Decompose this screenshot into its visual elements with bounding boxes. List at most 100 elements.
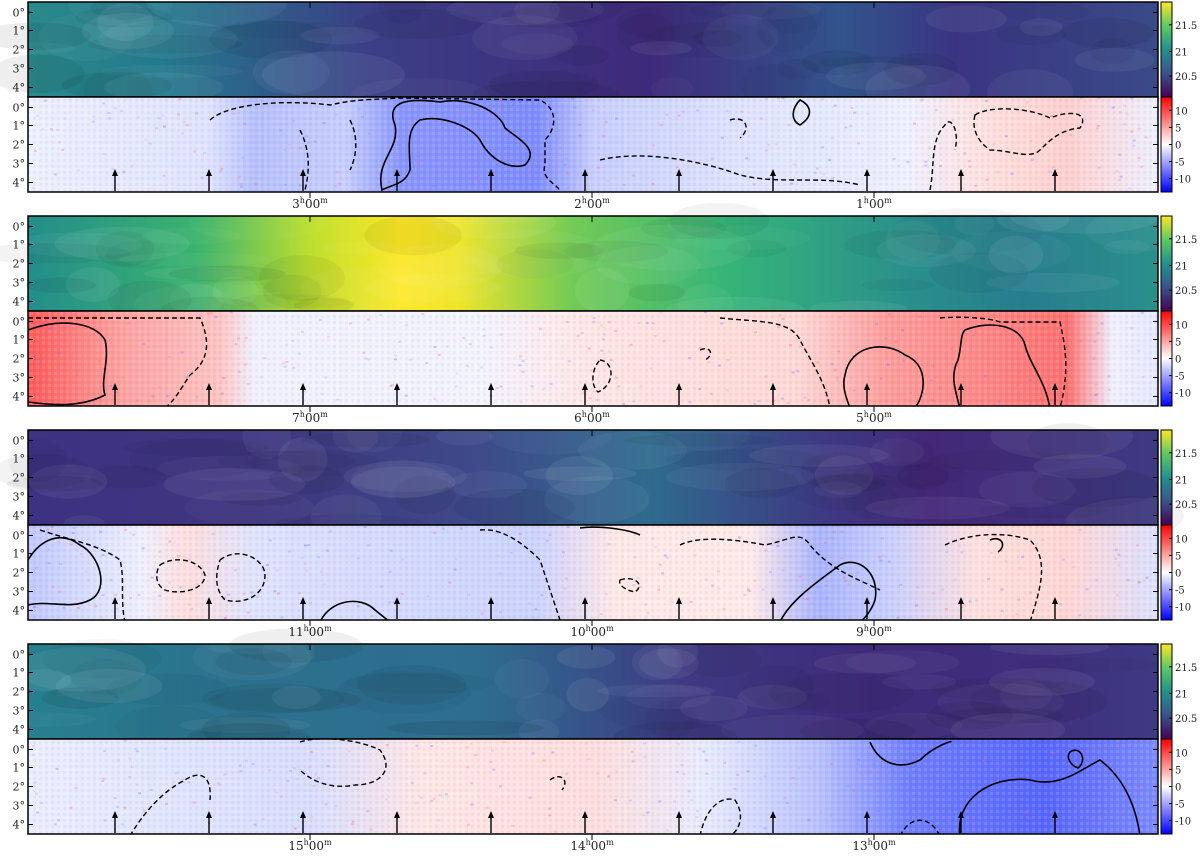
map-texture <box>215 648 292 676</box>
residual-speckle <box>1141 376 1145 379</box>
residual-speckle <box>995 552 999 555</box>
residual-speckle <box>261 569 265 572</box>
residual-speckle <box>55 767 59 770</box>
residual-speckle <box>899 584 903 586</box>
residual-speckle <box>677 743 680 746</box>
residual-speckle <box>135 783 139 786</box>
map-texture <box>996 204 1070 233</box>
map-texture <box>930 677 1064 701</box>
dec-tick-label: 4° <box>13 296 26 309</box>
residual-speckle <box>482 328 486 331</box>
map-texture <box>800 718 916 745</box>
residual-speckle <box>622 402 625 405</box>
residual-speckle <box>288 143 292 146</box>
residual-grain <box>28 525 1158 620</box>
residual-speckle <box>254 183 258 186</box>
map-texture <box>301 431 430 448</box>
map-texture <box>996 24 1067 46</box>
map-texture <box>90 0 153 20</box>
residual-speckle <box>325 549 329 552</box>
residual-speckle <box>394 358 397 361</box>
map-texture <box>977 503 1109 519</box>
residual-speckle <box>564 157 568 160</box>
dashed-contour <box>209 97 561 192</box>
residual-speckle <box>181 132 185 135</box>
residual-speckle <box>48 328 52 331</box>
residual-speckle <box>1044 775 1048 778</box>
residual-speckle <box>807 818 811 821</box>
residual-speckle <box>465 364 469 367</box>
map-texture <box>626 684 712 710</box>
map-texture <box>0 243 131 264</box>
map-texture <box>55 669 163 703</box>
ra-tick-label: 9h00m <box>856 624 892 639</box>
residual-speckle <box>53 823 57 826</box>
residual-speckle <box>1111 106 1115 109</box>
colorbar-column-density <box>1160 1 1173 98</box>
residual-speckle <box>548 533 552 536</box>
residual-speckle <box>1094 766 1098 769</box>
solid-contour <box>320 600 389 620</box>
residual-speckle <box>643 603 647 606</box>
residual-speckle <box>746 588 750 591</box>
residual-speckle <box>298 184 302 187</box>
residual-speckle <box>1097 97 1101 100</box>
residual-speckle <box>401 558 405 561</box>
solid-contour <box>28 536 102 606</box>
residual-speckle <box>336 398 339 401</box>
residual-speckle <box>1132 144 1136 147</box>
residual-speckle <box>797 766 801 769</box>
residual-speckle <box>1100 322 1104 325</box>
arrow-head <box>112 383 118 390</box>
residual-speckle <box>791 371 795 374</box>
map-texture <box>814 455 874 496</box>
residual-speckle <box>541 155 545 158</box>
map-texture <box>844 229 957 260</box>
colorbar-tick-label: 10 <box>1175 534 1188 545</box>
residual-speckle <box>129 596 132 599</box>
residual-speckle <box>135 399 139 402</box>
map-texture <box>25 277 97 294</box>
map-texture <box>321 241 399 255</box>
residual-speckle <box>46 528 50 531</box>
map-texture <box>692 30 743 47</box>
residual-speckle <box>1048 339 1052 342</box>
residual-speckle <box>266 564 270 566</box>
residual-speckle <box>40 802 44 804</box>
residual-speckle <box>542 759 546 762</box>
dec-tick-label: 0° <box>13 434 26 447</box>
residual-speckle <box>388 601 392 604</box>
residual-speckle <box>369 828 373 831</box>
residual-speckle <box>754 744 757 747</box>
residual-speckle <box>777 326 780 328</box>
residual-speckle <box>148 142 152 145</box>
solid-contour <box>379 99 532 192</box>
residual-speckle <box>877 556 881 559</box>
residual-grain <box>28 97 1158 192</box>
dec-tick-label: 2° <box>13 353 26 366</box>
residual-speckle <box>651 537 655 540</box>
dec-tick-label: 3° <box>13 800 26 813</box>
residual-speckle <box>130 165 134 168</box>
residual-speckle <box>334 113 338 116</box>
residual-speckle <box>576 334 580 337</box>
residual-speckle <box>158 550 162 553</box>
map-texture <box>641 217 727 239</box>
arrow-head <box>770 811 776 818</box>
residual-speckle <box>245 759 249 762</box>
residual-speckle <box>115 390 119 393</box>
residual-speckle <box>1048 170 1052 173</box>
residual-speckle <box>165 802 169 805</box>
dec-tick-label: 3° <box>13 372 26 385</box>
residual-speckle <box>545 182 549 185</box>
residual-speckle <box>633 556 637 559</box>
map-texture <box>592 224 752 271</box>
residual-speckle <box>883 744 887 747</box>
map-texture <box>143 266 255 281</box>
map-texture <box>514 242 605 259</box>
residual-speckle <box>633 533 637 536</box>
residual-speckle <box>888 313 891 316</box>
residual-speckle <box>868 771 872 774</box>
residual-speckle <box>629 343 633 346</box>
residual-speckle <box>454 558 458 561</box>
